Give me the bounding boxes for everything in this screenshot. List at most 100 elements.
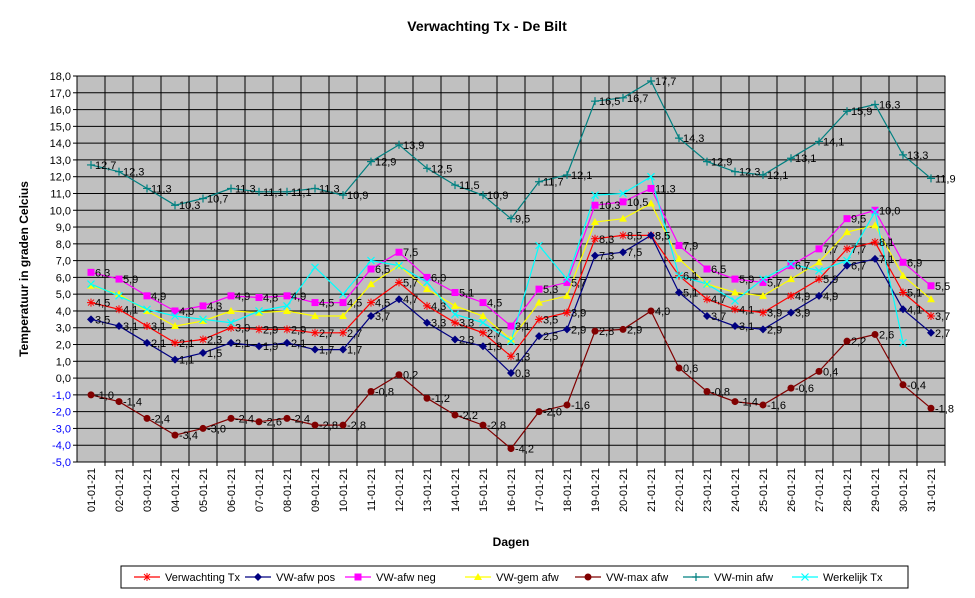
data-point-vw-gem-afw (143, 306, 151, 314)
data-point-vw-gem-afw (227, 306, 235, 314)
data-point-werkelijk-tx (619, 189, 627, 198)
x-axis-ticks: 01-01-21 02-01-21 03-01-21 04-01-21 05-01-21… (86, 462, 946, 512)
data-label-vw-afw-neg: 7,5 (403, 247, 418, 259)
data-point-vw-afw-pos (731, 322, 739, 331)
data-point-vw-min-afw (843, 107, 851, 116)
data-label-verwachting-tx: 7,7 (851, 244, 866, 256)
data-point-vw-afw-pos (815, 291, 823, 300)
data-label-verwachting-tx: 2,9 (263, 324, 278, 336)
data-point-vw-afw-neg (479, 299, 487, 307)
data-point-vw-gem-afw (283, 306, 291, 314)
data-label-vw-max-afw: -2,8 (347, 420, 366, 432)
data-point-werkelijk-tx (535, 241, 543, 250)
data-point-werkelijk-tx (87, 280, 95, 289)
data-point-vw-max-afw (143, 414, 151, 422)
data-point-vw-afw-neg (731, 275, 739, 283)
data-point-vw-max-afw (619, 325, 627, 333)
data-point-werkelijk-tx (731, 296, 739, 305)
data-point-vw-max-afw (507, 445, 515, 453)
data-label-vw-min-afw: 11,3 (319, 183, 340, 195)
legend-label-verwachting-tx: Verwachting Tx (165, 572, 241, 584)
data-point-vw-afw-neg (395, 248, 403, 256)
data-label-vw-max-afw: 0,2 (403, 370, 418, 382)
x-tick-label: 12-01-21 (394, 468, 406, 512)
data-label-vw-afw-neg: 4,5 (347, 298, 362, 310)
data-point-vw-gem-afw (787, 275, 795, 283)
data-point-vw-max-afw (283, 414, 291, 422)
data-point-vw-afw-pos (255, 342, 263, 351)
data-point-vw-afw-neg (563, 278, 571, 286)
data-point-vw-min-afw (507, 214, 515, 223)
data-label-vw-afw-pos: 1,1 (179, 355, 194, 367)
data-label-vw-afw-pos: 5,1 (683, 287, 698, 299)
data-point-verwachting-tx (199, 335, 207, 344)
data-point-vw-afw-pos (843, 261, 851, 270)
data-label-vw-afw-neg: 7,9 (683, 241, 698, 253)
data-point-vw-gem-afw (731, 288, 739, 296)
x-tick-label: 08-01-21 (282, 468, 294, 512)
gridlines (76, 75, 946, 463)
data-point-werkelijk-tx (647, 172, 655, 181)
data-label-vw-max-afw: -0,8 (711, 387, 730, 399)
data-label-vw-max-afw: -4,2 (515, 444, 534, 456)
data-point-werkelijk-tx (395, 261, 403, 270)
data-point-vw-afw-neg (535, 285, 543, 293)
data-label-verwachting-tx: 4,5 (375, 298, 390, 310)
data-point-vw-afw-pos (535, 332, 543, 341)
data-label-vw-afw-neg: 4,8 (263, 293, 278, 305)
data-point-werkelijk-tx (255, 307, 263, 315)
data-label-vw-min-afw: 15,9 (851, 106, 872, 118)
data-point-vw-gem-afw (87, 281, 95, 289)
data-point-vw-min-afw (927, 174, 935, 183)
data-point-verwachting-tx (535, 315, 543, 324)
data-point-vw-max-afw (255, 418, 263, 426)
data-label-vw-afw-neg: 4,5 (487, 298, 502, 310)
data-label-vw-max-afw: 2,8 (599, 326, 614, 338)
data-label-vw-afw-pos: 4,1 (907, 304, 922, 316)
data-label-vw-afw-neg: 6,7 (795, 261, 810, 273)
data-label-vw-afw-pos: 2,1 (151, 338, 166, 350)
data-point-verwachting-tx (395, 278, 403, 287)
data-point-vw-max-afw (311, 421, 319, 429)
data-labels: 4,5 4,1 3,1 2,1 2,3 3,0 2,9 2,9 2,7 2,7 4,5 5,7 4,3 3… (95, 76, 956, 456)
data-point-vw-min-afw (255, 187, 263, 196)
data-label-vw-afw-pos: 7,3 (599, 251, 614, 263)
legend-marker-vw-max-afw (584, 573, 592, 581)
data-point-vw-max-afw (843, 337, 851, 345)
data-point-vw-min-afw (619, 93, 627, 102)
data-point-vw-min-afw (479, 191, 487, 200)
data-point-werkelijk-tx (815, 266, 823, 275)
y-tick-label: 18,0 (50, 71, 71, 83)
data-label-vw-afw-pos: 0,3 (515, 368, 530, 380)
data-label-verwachting-tx: 4,1 (123, 304, 138, 316)
data-point-vw-max-afw (395, 371, 403, 379)
y-tick-label: 10,0 (50, 205, 71, 217)
data-point-vw-afw-neg (703, 265, 711, 273)
data-label-vw-afw-pos: 6,7 (851, 261, 866, 273)
legend-label-werkelijk-tx: Werkelijk Tx (823, 572, 883, 584)
data-point-werkelijk-tx (143, 305, 151, 314)
x-tick-label: 01-01-21 (86, 468, 98, 512)
data-point-vw-max-afw (815, 367, 823, 375)
legend-label-vw-min-afw: VW-min afw (714, 572, 773, 584)
data-point-vw-afw-neg (675, 242, 683, 250)
x-tick-label: 11-01-21 (366, 468, 378, 511)
data-label-vw-max-afw: -1,8 (935, 403, 954, 415)
data-point-vw-min-afw (731, 167, 739, 176)
data-label-vw-max-afw: -1,0 (95, 390, 114, 402)
data-point-vw-min-afw (871, 100, 879, 109)
data-label-verwachting-tx: 3,1 (151, 321, 166, 333)
data-label-vw-max-afw: -1,6 (767, 400, 786, 412)
data-point-vw-afw-pos (227, 338, 235, 347)
data-label-vw-afw-pos: 2,1 (291, 338, 306, 350)
x-tick-label: 26-01-21 (786, 468, 798, 512)
data-label-verwachting-tx: 3,9 (767, 308, 782, 320)
data-label-vw-afw-neg: 6,5 (375, 264, 390, 276)
data-label-vw-afw-pos: 3,9 (795, 308, 810, 320)
data-label-verwachting-tx: 8,1 (879, 237, 894, 249)
data-point-vw-max-afw (423, 394, 431, 402)
data-point-werkelijk-tx (227, 318, 235, 327)
x-tick-label: 23-01-21 (702, 468, 714, 512)
data-point-vw-max-afw (899, 381, 907, 389)
